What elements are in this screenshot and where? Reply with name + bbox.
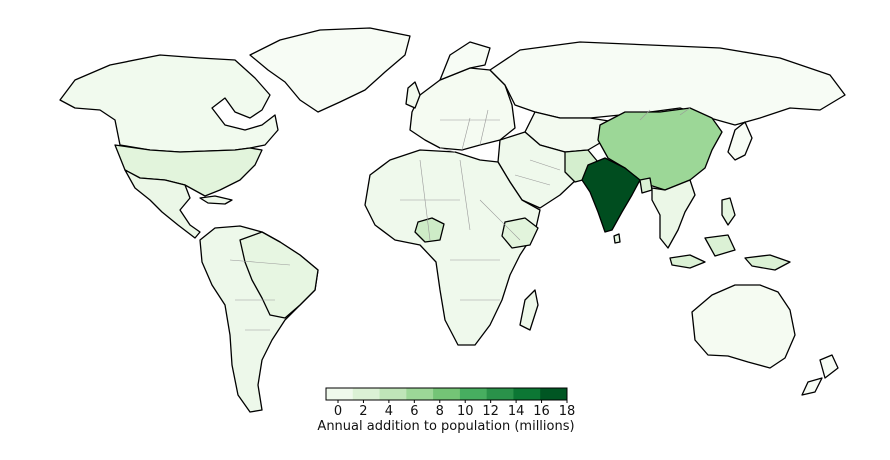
philippines bbox=[721, 197, 736, 226]
colorbar-tick-label: 0 bbox=[334, 404, 342, 419]
colorbar: 0 2 4 6 8 10 12 14 16 18 bbox=[325, 387, 576, 419]
colorbar-segment bbox=[459, 388, 488, 400]
colorbar-tick-label: 8 bbox=[436, 404, 444, 419]
india bbox=[581, 157, 641, 233]
new-zealand bbox=[801, 354, 839, 396]
sri-lanka bbox=[613, 233, 621, 244]
united-kingdom bbox=[405, 81, 421, 109]
brazil bbox=[239, 231, 319, 319]
colorbar-segment bbox=[352, 388, 381, 400]
cuba bbox=[199, 195, 233, 205]
mexico-central-america bbox=[124, 169, 201, 239]
colorbar-tick-label: 4 bbox=[385, 404, 393, 419]
colorbar-frame bbox=[325, 387, 568, 401]
canada-alaska bbox=[59, 54, 279, 153]
china bbox=[597, 107, 723, 191]
colorbar-segment bbox=[326, 388, 354, 400]
nigeria bbox=[414, 217, 445, 243]
ethiopia bbox=[501, 217, 539, 249]
colorbar-tick-label: 18 bbox=[559, 404, 576, 419]
colorbar-segment bbox=[406, 388, 434, 400]
colorbar-segment bbox=[540, 388, 568, 400]
colorbar-tick-label: 12 bbox=[482, 404, 499, 419]
madagascar bbox=[519, 289, 539, 331]
japan bbox=[727, 121, 753, 161]
colorbar-tick-label: 6 bbox=[410, 404, 418, 419]
colorbar-segment bbox=[486, 388, 514, 400]
country-borders bbox=[229, 107, 691, 331]
africa bbox=[364, 149, 541, 346]
colorbar-tick-label: 2 bbox=[359, 404, 367, 419]
colorbar-segment bbox=[513, 388, 541, 400]
greenland bbox=[249, 27, 411, 113]
australia bbox=[691, 284, 796, 369]
colorbar-tick-label: 14 bbox=[508, 404, 525, 419]
colorbar-tick-label: 16 bbox=[533, 404, 550, 419]
europe bbox=[409, 67, 516, 151]
scandinavia bbox=[439, 41, 491, 81]
colorbar-label: Annual addition to population (millions) bbox=[317, 419, 574, 434]
indonesia bbox=[669, 234, 791, 271]
colorbar-segment bbox=[379, 388, 407, 400]
colorbar-tick-label: 10 bbox=[457, 404, 474, 419]
bangladesh bbox=[639, 177, 653, 194]
colorbar-segment bbox=[433, 388, 461, 400]
southeast-asia bbox=[651, 179, 696, 249]
